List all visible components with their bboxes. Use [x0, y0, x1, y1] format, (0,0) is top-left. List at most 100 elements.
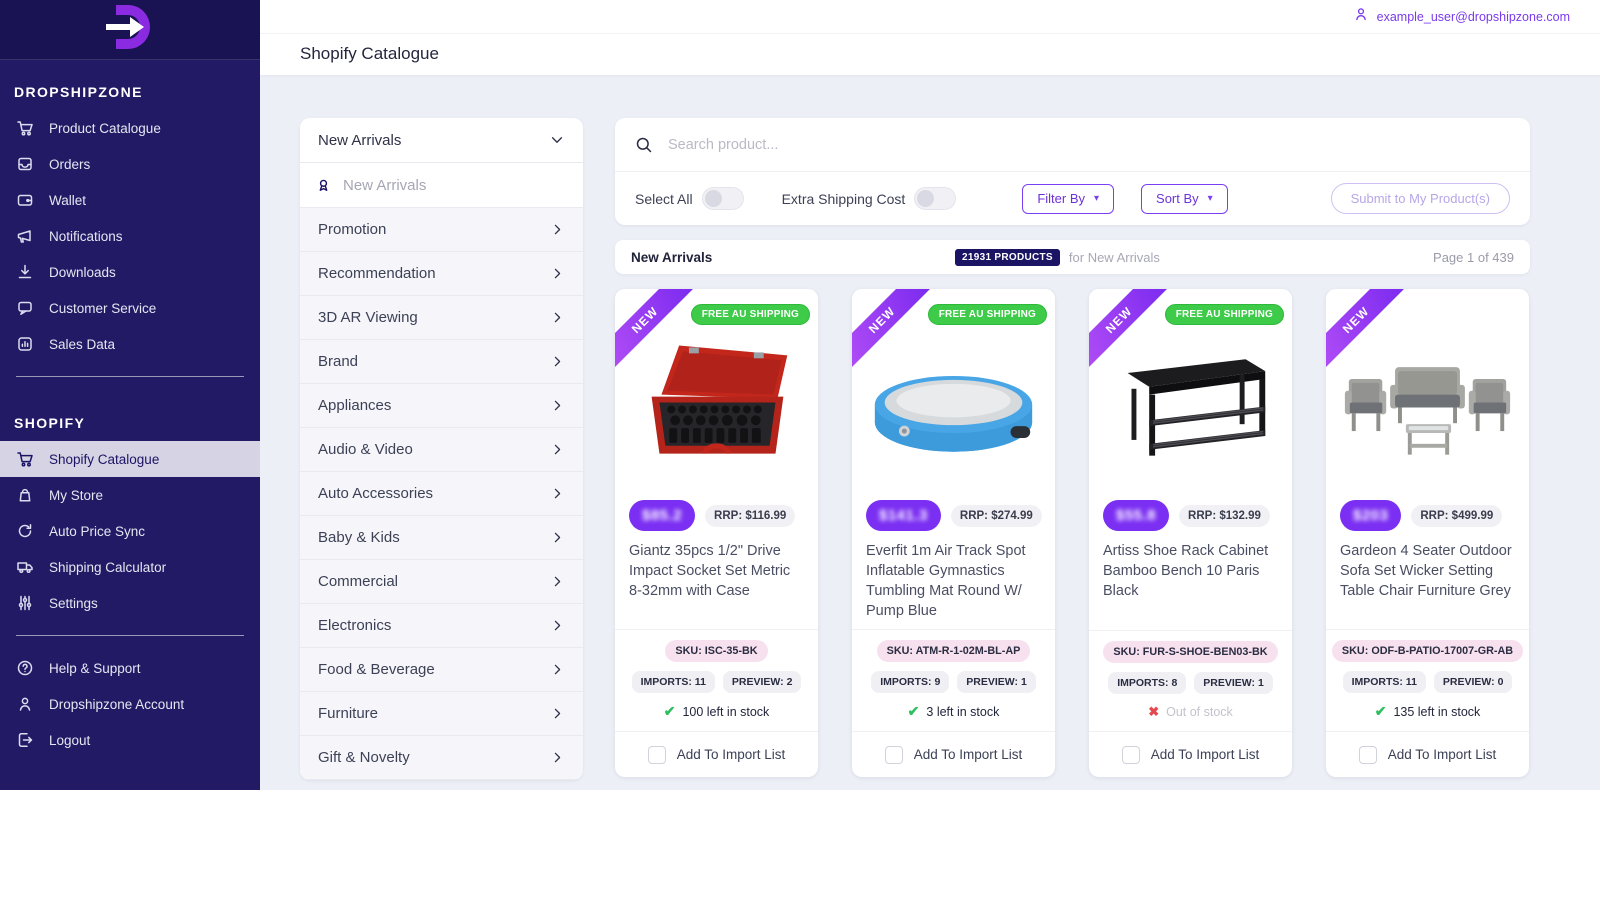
sidebar-item-logout[interactable]: Logout	[0, 722, 260, 758]
wallet-icon	[16, 191, 34, 209]
sku-badge: SKU: ODF-B-PATIO-17007-GR-AB	[1331, 640, 1524, 662]
cart-icon	[16, 450, 34, 468]
sku-badge: SKU: ATM-R-1-02M-BL-AP	[876, 640, 1031, 662]
category-sub-new-arrivals[interactable]: New Arrivals	[300, 163, 583, 208]
sort-by-button[interactable]: Sort By ▾	[1141, 183, 1228, 214]
category-item-brand[interactable]: Brand	[300, 340, 583, 384]
sidebar: DROPSHIPZONE Product Catalogue Orders Wa…	[0, 0, 260, 790]
add-to-import-checkbox[interactable]	[884, 745, 903, 764]
submit-to-products-button[interactable]: Submit to My Product(s)	[1330, 183, 1510, 214]
stock-status: ✔ 135 left in stock	[1326, 696, 1529, 731]
category-label: Brand	[318, 353, 359, 370]
sidebar-item-dropshipzone-account[interactable]: Dropshipzone Account	[0, 686, 260, 722]
divider	[1089, 630, 1292, 631]
truck-icon	[16, 558, 34, 576]
bar-chart-icon	[16, 335, 34, 353]
category-item-food-beverage[interactable]: Food & Beverage	[300, 648, 583, 692]
category-item-gift-novelty[interactable]: Gift & Novelty	[300, 736, 583, 780]
user-icon	[1353, 6, 1369, 27]
stock-text: 135 left in stock	[1393, 704, 1481, 719]
chevron-down-icon	[551, 137, 563, 143]
products-count-badge: 21931 PRODUCTS	[955, 248, 1060, 266]
product-title[interactable]: Giantz 35pcs 1/2" Drive Impact Socket Se…	[629, 543, 791, 599]
category-item-3d-ar-viewing[interactable]: 3D AR Viewing	[300, 296, 583, 340]
price-obscured: $203	[1353, 507, 1389, 524]
category-panel: New Arrivals New Arrivals Promotion Reco…	[300, 118, 583, 780]
divider	[615, 629, 818, 630]
sidebar-item-label: Help & Support	[49, 660, 141, 676]
controls-row: Select All Extra Shipping Cost Filter By…	[615, 172, 1530, 225]
chevron-right-icon	[230, 265, 244, 279]
results-count-group: 21931 PRODUCTS for New Arrivals	[955, 248, 1160, 266]
main-content: New Arrivals New Arrivals Promotion Reco…	[260, 75, 1600, 790]
sidebar-item-downloads[interactable]: Downloads	[0, 254, 260, 290]
sidebar-item-customer-service[interactable]: Customer Service	[0, 290, 260, 326]
toggle-knob	[704, 190, 722, 207]
free-shipping-badge: FREE AU SHIPPING	[927, 304, 1047, 325]
product-image-sofa-set	[1344, 367, 1511, 455]
sidebar-item-notifications[interactable]: Notifications	[0, 218, 260, 254]
sidebar-item-product-catalogue[interactable]: Product Catalogue	[0, 110, 260, 146]
caret-down-icon: ▾	[1094, 193, 1100, 204]
sidebar-item-sales-data[interactable]: Sales Data	[0, 326, 260, 362]
filter-by-button[interactable]: Filter By ▾	[1022, 183, 1115, 214]
category-item-commercial[interactable]: Commercial	[300, 560, 583, 604]
category-sub-label: New Arrivals	[343, 176, 427, 194]
product-title[interactable]: Gardeon 4 Seater Outdoor Sofa Set Wicker…	[1340, 543, 1512, 599]
check-icon: ✔	[1374, 703, 1387, 719]
product-card[interactable]: NEW FREE AU SHIPPING $55.8 RRP: $132.99 …	[1089, 289, 1292, 777]
rrp-pill: RRP: $499.99	[1411, 504, 1503, 527]
add-to-import-label: Add To Import List	[676, 747, 786, 762]
free-shipping-badge: FREE AU SHIPPING	[1164, 304, 1284, 325]
category-item-audio-video[interactable]: Audio & Video	[300, 428, 583, 472]
category-label: New Arrivals	[318, 131, 402, 149]
category-item-promotion[interactable]: Promotion	[300, 208, 583, 252]
category-label: Furniture	[318, 705, 379, 722]
category-item-auto-accessories[interactable]: Auto Accessories	[300, 472, 583, 516]
toggle-knob	[917, 190, 935, 207]
account-strip[interactable]: example_user@dropshipzone.com	[260, 0, 1600, 34]
sidebar-item-settings[interactable]: Settings	[0, 585, 260, 621]
sidebar-item-wallet[interactable]: Wallet	[0, 182, 260, 218]
category-label: Gift & Novelty	[318, 749, 410, 766]
category-item-baby-kids[interactable]: Baby & Kids	[300, 516, 583, 560]
price-row: $85.2 RRP: $116.99	[615, 487, 818, 538]
sidebar-item-help-support[interactable]: Help & Support	[0, 650, 260, 686]
category-item-furniture[interactable]: Furniture	[300, 692, 583, 736]
product-card[interactable]: NEW FREE AU SHIPPING $85.2 RRP: $116.99 …	[615, 289, 818, 777]
product-card[interactable]: NEW FREE AU SHIPPING $141.3 RRP: $274.99…	[852, 289, 1055, 777]
preview-badge: PREVIEW: 0	[1433, 671, 1513, 693]
sidebar-item-label: My Store	[49, 487, 104, 503]
add-to-import-checkbox[interactable]	[1121, 745, 1140, 764]
sidebar-item-auto-price-sync[interactable]: Auto Price Sync	[0, 513, 260, 549]
results-title: New Arrivals	[631, 249, 713, 265]
sidebar-item-orders[interactable]: Orders	[0, 146, 260, 182]
search-input[interactable]	[666, 135, 1510, 154]
imports-badge: IMPORTS: 11	[1342, 671, 1426, 693]
sidebar-item-shopify-catalogue[interactable]: Shopify Catalogue	[0, 441, 260, 477]
preview-badge: PREVIEW: 1	[1194, 672, 1273, 694]
product-title[interactable]: Artiss Shoe Rack Cabinet Bamboo Bench 10…	[1103, 543, 1269, 599]
sidebar-item-shipping-calculator[interactable]: Shipping Calculator	[0, 549, 260, 585]
add-to-import-checkbox[interactable]	[1358, 745, 1377, 764]
medal-icon	[319, 179, 328, 191]
category-item-electronics[interactable]: Electronics	[300, 604, 583, 648]
sidebar-item-my-store[interactable]: My Store	[0, 477, 260, 513]
category-item-recommendation[interactable]: Recommendation	[300, 252, 583, 296]
price-obscured: $141.3	[879, 507, 928, 524]
select-all-toggle[interactable]	[701, 187, 744, 210]
catalogue-area: Select All Extra Shipping Cost Filter By…	[615, 118, 1530, 777]
category-new-arrivals-expanded[interactable]: New Arrivals	[300, 118, 583, 163]
product-title[interactable]: Everfit 1m Air Track Spot Inflatable Gym…	[866, 543, 1026, 619]
chevron-right-icon	[554, 576, 561, 587]
add-to-import-checkbox[interactable]	[647, 745, 666, 764]
filter-by-label: Filter By	[1037, 191, 1085, 206]
person-icon	[16, 695, 34, 713]
extra-shipping-toggle[interactable]	[914, 187, 957, 210]
product-card[interactable]: NEW $203 RRP: $499.99 Gardeon 4 Seater O…	[1326, 289, 1529, 777]
category-item-appliances[interactable]: Appliances	[300, 384, 583, 428]
dropshipzone-logo-icon[interactable]	[104, 4, 156, 55]
search-toolbar-panel: Select All Extra Shipping Cost Filter By…	[615, 118, 1530, 225]
imports-badge: IMPORTS: 8	[1108, 672, 1187, 694]
user-email[interactable]: example_user@dropshipzone.com	[1376, 9, 1570, 24]
